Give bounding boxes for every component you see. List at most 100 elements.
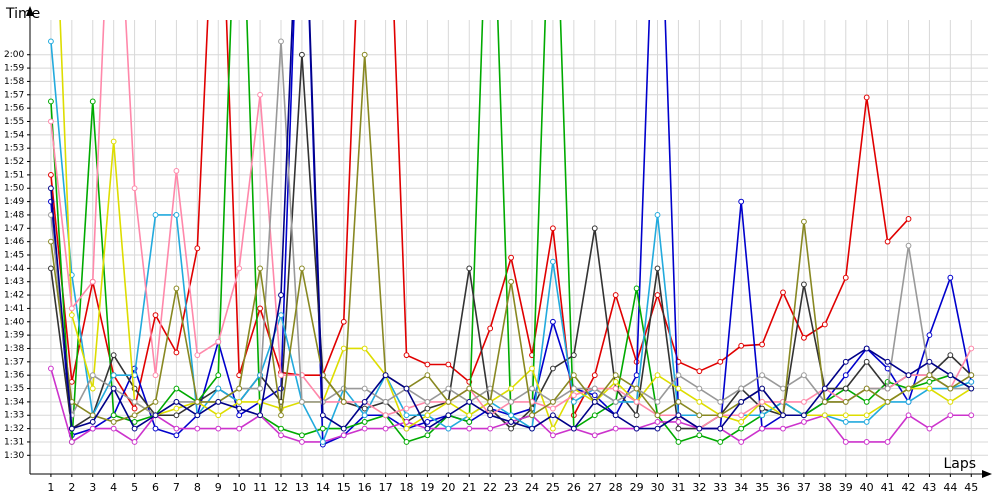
point bbox=[591, 385, 598, 392]
point bbox=[278, 372, 284, 379]
point bbox=[131, 419, 138, 425]
x-tick-label: 22 bbox=[483, 481, 497, 494]
point bbox=[612, 412, 619, 419]
point bbox=[382, 398, 389, 405]
x-tick-label: 43 bbox=[922, 481, 936, 494]
x-axis-label: Laps bbox=[943, 456, 976, 472]
point bbox=[173, 167, 180, 174]
point bbox=[801, 419, 807, 425]
point bbox=[570, 398, 577, 405]
point bbox=[424, 432, 431, 439]
point bbox=[759, 372, 765, 379]
point bbox=[633, 398, 640, 405]
point bbox=[508, 412, 514, 419]
x-tick-label: 31 bbox=[671, 481, 685, 494]
y-tick-label: 1:58 bbox=[4, 77, 24, 87]
point bbox=[696, 398, 703, 405]
x-tick-label: 8 bbox=[194, 481, 201, 494]
point bbox=[863, 345, 870, 352]
point bbox=[780, 385, 786, 392]
point bbox=[947, 412, 954, 419]
point bbox=[278, 425, 284, 432]
point bbox=[110, 412, 117, 419]
point bbox=[236, 425, 243, 432]
point bbox=[340, 318, 347, 325]
point bbox=[110, 425, 117, 432]
point bbox=[801, 334, 807, 341]
point bbox=[48, 365, 54, 372]
x-tick-label: 6 bbox=[152, 481, 159, 494]
point bbox=[257, 91, 263, 98]
point bbox=[968, 378, 975, 385]
point bbox=[570, 385, 577, 392]
point bbox=[926, 332, 933, 339]
point bbox=[905, 412, 912, 419]
x-tick-label: 32 bbox=[692, 481, 706, 494]
point bbox=[529, 365, 535, 372]
y-tick-label: 1:46 bbox=[4, 237, 24, 247]
point bbox=[382, 425, 389, 432]
point bbox=[215, 398, 222, 405]
x-tick-label: 17 bbox=[379, 481, 393, 494]
point bbox=[424, 405, 431, 412]
point bbox=[591, 412, 598, 419]
point bbox=[738, 342, 745, 349]
point bbox=[319, 425, 326, 432]
point bbox=[278, 312, 284, 319]
point bbox=[152, 425, 159, 432]
point bbox=[319, 439, 326, 445]
point bbox=[173, 412, 180, 419]
x-tick-label: 38 bbox=[818, 481, 832, 494]
point bbox=[759, 341, 765, 348]
point bbox=[152, 212, 159, 218]
point bbox=[884, 365, 891, 372]
point bbox=[48, 118, 54, 125]
point bbox=[236, 398, 243, 405]
point bbox=[612, 292, 619, 298]
point bbox=[738, 425, 745, 432]
point bbox=[926, 358, 933, 365]
point bbox=[926, 385, 933, 392]
point bbox=[236, 412, 243, 419]
x-tick-label: 39 bbox=[839, 481, 853, 494]
point bbox=[236, 265, 243, 272]
point bbox=[361, 398, 368, 405]
point bbox=[696, 432, 703, 439]
y-tick-label: 1:59 bbox=[4, 64, 24, 74]
x-arrow bbox=[982, 470, 992, 478]
point bbox=[842, 412, 849, 419]
point bbox=[110, 138, 117, 145]
point bbox=[675, 372, 682, 379]
x-tick-label: 10 bbox=[232, 481, 246, 494]
point bbox=[675, 439, 682, 445]
y-tick-label: 1:48 bbox=[4, 210, 24, 220]
point bbox=[529, 412, 535, 419]
point bbox=[340, 345, 347, 352]
point bbox=[131, 398, 138, 405]
point bbox=[131, 405, 138, 412]
point bbox=[654, 398, 661, 405]
point bbox=[48, 265, 54, 272]
point bbox=[654, 292, 661, 298]
y-tick-label: 1:56 bbox=[4, 104, 24, 114]
point bbox=[131, 412, 138, 419]
point bbox=[68, 305, 75, 312]
point bbox=[863, 412, 870, 419]
point bbox=[591, 432, 598, 439]
x-tick-label: 34 bbox=[734, 481, 748, 494]
point bbox=[675, 385, 682, 392]
point bbox=[570, 425, 577, 432]
point bbox=[717, 358, 724, 365]
y-tick-label: 1:57 bbox=[4, 90, 24, 100]
point bbox=[445, 412, 452, 419]
point bbox=[445, 361, 452, 368]
point bbox=[361, 425, 368, 432]
point bbox=[424, 398, 431, 405]
point bbox=[48, 238, 54, 245]
point bbox=[717, 412, 724, 419]
point bbox=[738, 398, 745, 405]
y-tick-label: 1:44 bbox=[4, 264, 24, 274]
point bbox=[424, 361, 431, 368]
point bbox=[842, 385, 849, 392]
point bbox=[821, 385, 828, 392]
